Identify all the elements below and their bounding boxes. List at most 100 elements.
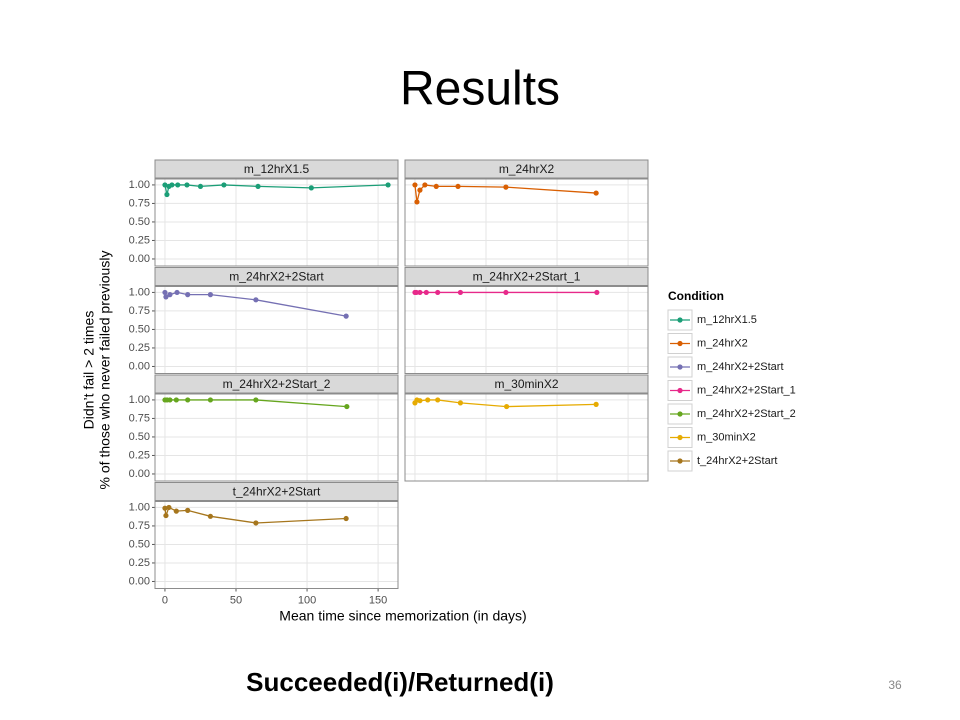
y-tick-label: 0.25 xyxy=(129,342,150,354)
y-tick-label: 0.00 xyxy=(129,575,150,587)
legend-label: m_24hrX2+2Start_1 xyxy=(697,384,796,396)
y-tick-label: 0.75 xyxy=(129,197,150,209)
facet-strip xyxy=(404,159,649,179)
data-point xyxy=(253,397,259,403)
y-tick-label: 0.50 xyxy=(129,323,150,335)
panel xyxy=(155,179,398,266)
data-point xyxy=(207,292,214,298)
panel xyxy=(405,286,648,374)
panel-border xyxy=(404,178,649,267)
facet-title: m_12hrX1.5 xyxy=(244,162,310,176)
slide-subtitle: Succeeded(i)/Returned(i) xyxy=(246,667,554,697)
data-point xyxy=(503,289,509,296)
data-point xyxy=(457,400,464,406)
panel-border xyxy=(404,286,649,374)
legend-key-point xyxy=(677,458,683,464)
data-point xyxy=(593,401,599,407)
x-axis-label: Mean time since memorization (in days) xyxy=(279,608,526,624)
facet-strip xyxy=(404,374,649,394)
y-tick-label: 0.50 xyxy=(129,538,150,550)
y-tick-label: 0.25 xyxy=(129,557,150,569)
data-point xyxy=(167,397,173,403)
data-point xyxy=(174,289,180,296)
panel xyxy=(155,394,398,481)
y-tick-label: 0.00 xyxy=(129,360,150,372)
y-tick-label: 0.00 xyxy=(129,468,150,480)
data-point xyxy=(162,289,168,296)
legend-title: Condition xyxy=(668,289,724,303)
panel xyxy=(155,501,398,589)
data-point xyxy=(343,313,349,319)
slide-title: Results xyxy=(400,63,560,116)
facet-strip xyxy=(154,374,399,394)
legend-label: m_30minX2 xyxy=(697,431,756,443)
facet-title: m_30minX2 xyxy=(494,377,558,391)
data-point xyxy=(344,403,350,410)
data-point xyxy=(162,182,168,188)
data-point xyxy=(185,507,191,513)
x-tick-label: 50 xyxy=(230,594,242,606)
legend-key-point xyxy=(677,340,683,347)
data-point xyxy=(343,515,349,522)
legend-label: m_24hrX2+2Start xyxy=(697,361,784,373)
data-point xyxy=(412,182,418,188)
data-point xyxy=(255,183,261,190)
legend-label: m_12hrX1.5 xyxy=(697,314,757,326)
data-point xyxy=(162,505,168,511)
data-point xyxy=(185,397,191,403)
legend-key-point xyxy=(677,411,683,417)
facet-strip xyxy=(154,482,399,501)
data-point xyxy=(163,294,169,300)
x-tick-label: 100 xyxy=(298,594,316,606)
data-point xyxy=(166,504,172,511)
y-tick-label: 0.25 xyxy=(129,234,150,246)
data-point xyxy=(167,292,173,298)
data-point xyxy=(435,289,441,296)
x-tick-label: 150 xyxy=(369,594,387,606)
data-point xyxy=(164,191,170,198)
data-point xyxy=(173,508,179,514)
data-point xyxy=(435,397,441,403)
legend-key-point xyxy=(677,434,683,441)
data-point xyxy=(593,190,599,196)
legend-key-point xyxy=(677,387,683,394)
y-tick-label: 1.00 xyxy=(129,179,150,191)
facet-strip xyxy=(154,159,399,179)
facet-strip xyxy=(154,267,399,286)
data-point xyxy=(504,403,510,410)
data-point xyxy=(169,182,175,188)
y-axis-label: % of those who never failed previously xyxy=(97,251,113,490)
y-tick-label: 0.75 xyxy=(129,305,150,317)
y-tick-label: 0.50 xyxy=(129,216,150,228)
panel-border xyxy=(154,286,399,374)
data-point xyxy=(221,182,227,188)
data-point xyxy=(197,183,204,190)
facet-title: m_24hrX2+2Start_2 xyxy=(223,377,331,391)
y-axis-label: Didn’t fail > 2 times xyxy=(81,311,97,430)
legend-label: m_24hrX2+2Start_2 xyxy=(697,408,796,420)
data-point xyxy=(185,292,191,298)
y-tick-label: 0.75 xyxy=(129,520,150,532)
data-point xyxy=(457,289,464,296)
data-point xyxy=(413,289,419,296)
legend-label: m_24hrX2 xyxy=(697,337,748,349)
data-point xyxy=(414,199,420,205)
panel xyxy=(405,394,648,481)
x-tick-label: 0 xyxy=(162,594,168,606)
data-point xyxy=(422,182,428,188)
facet-title: m_24hrX2+2Start xyxy=(229,270,324,284)
legend-label: t_24hrX2+2Start xyxy=(697,455,777,467)
data-point xyxy=(253,297,259,303)
y-tick-label: 0.00 xyxy=(129,253,150,265)
facet-title: t_24hrX2+2Start xyxy=(233,485,321,499)
data-point xyxy=(385,182,391,188)
y-tick-label: 0.50 xyxy=(129,431,150,443)
data-point xyxy=(433,183,439,190)
y-tick-label: 1.00 xyxy=(129,286,150,298)
data-point xyxy=(455,183,461,190)
data-point xyxy=(417,289,423,296)
data-point xyxy=(173,397,179,403)
facet-title: m_24hrX2+2Start_1 xyxy=(473,270,581,284)
y-tick-label: 0.75 xyxy=(129,412,150,424)
